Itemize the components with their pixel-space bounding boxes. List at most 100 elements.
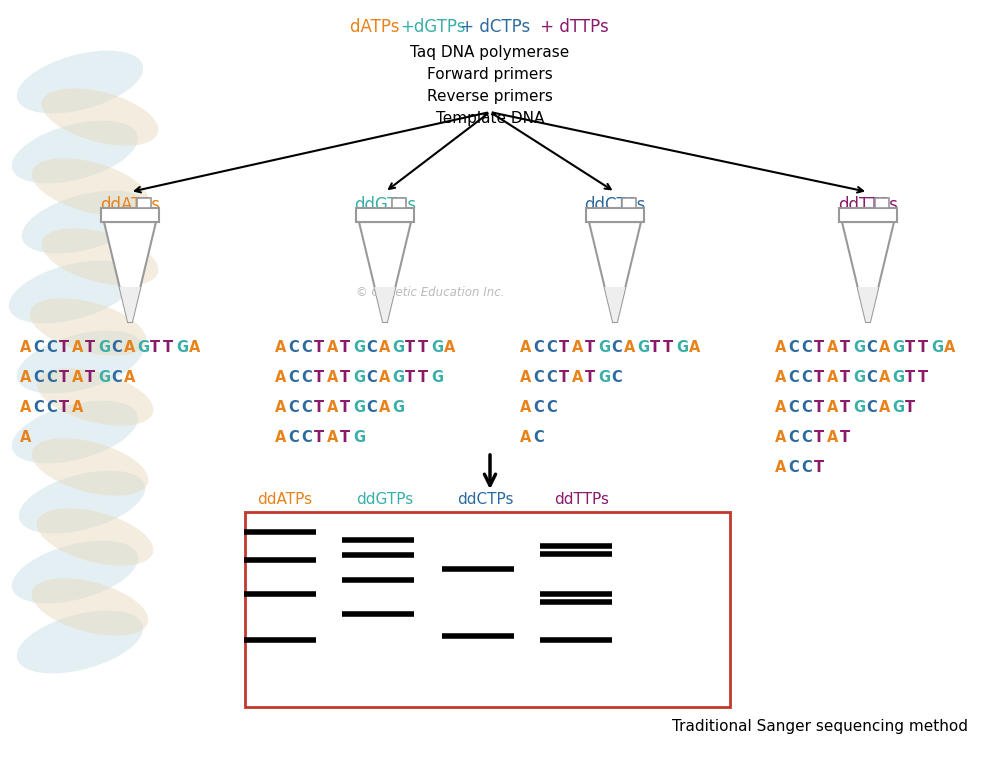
Text: T: T: [585, 370, 595, 385]
Text: A: A: [775, 340, 786, 354]
Text: A: A: [327, 430, 338, 444]
Text: A: A: [879, 370, 890, 385]
Text: G: G: [892, 399, 904, 415]
Polygon shape: [589, 222, 641, 322]
Text: A: A: [124, 340, 136, 354]
Text: C: C: [366, 340, 377, 354]
Text: ddTTPs: ddTTPs: [838, 196, 898, 214]
Text: C: C: [866, 370, 877, 385]
Text: A: A: [689, 340, 701, 354]
Text: Forward primers: Forward primers: [427, 66, 553, 82]
Text: A: A: [520, 370, 531, 385]
Text: T: T: [314, 370, 324, 385]
Text: G: G: [392, 399, 404, 415]
Polygon shape: [120, 287, 141, 322]
Text: T: T: [314, 340, 324, 354]
Text: ddGTPs: ddGTPs: [354, 196, 416, 214]
Text: T: T: [314, 399, 324, 415]
Text: C: C: [801, 430, 811, 444]
Text: A: A: [275, 340, 286, 354]
Text: A: A: [275, 399, 286, 415]
Text: G: G: [892, 340, 904, 354]
Text: G: G: [353, 340, 365, 354]
Text: G: G: [98, 340, 110, 354]
Text: A: A: [379, 370, 390, 385]
Text: A: A: [775, 430, 786, 444]
Text: A: A: [379, 399, 390, 415]
Polygon shape: [359, 222, 411, 322]
Text: G: G: [353, 370, 365, 385]
Text: dATPs: dATPs: [350, 18, 405, 36]
Text: T: T: [340, 430, 350, 444]
Text: A: A: [827, 399, 838, 415]
Text: C: C: [111, 340, 122, 354]
Text: ddATPs: ddATPs: [100, 196, 160, 214]
Text: C: C: [33, 399, 44, 415]
Ellipse shape: [12, 401, 138, 463]
Text: A: A: [327, 370, 338, 385]
Text: C: C: [801, 370, 811, 385]
Text: T: T: [840, 399, 850, 415]
Text: T: T: [840, 430, 850, 444]
Text: G: G: [137, 340, 149, 354]
Text: G: G: [931, 340, 943, 354]
Ellipse shape: [32, 578, 149, 636]
Text: C: C: [46, 370, 57, 385]
Text: A: A: [572, 370, 584, 385]
Text: Traditional Sanger sequencing method: Traditional Sanger sequencing method: [672, 719, 968, 735]
Text: T: T: [663, 340, 673, 354]
Text: C: C: [801, 459, 811, 475]
Text: A: A: [444, 340, 455, 354]
Polygon shape: [104, 222, 156, 322]
Polygon shape: [839, 208, 897, 222]
Text: T: T: [418, 370, 428, 385]
Text: T: T: [405, 370, 415, 385]
Text: T: T: [905, 340, 915, 354]
Text: C: C: [33, 340, 44, 354]
Text: C: C: [288, 340, 298, 354]
Text: A: A: [72, 399, 84, 415]
Ellipse shape: [17, 331, 143, 393]
Text: C: C: [46, 399, 57, 415]
Text: G: G: [353, 430, 365, 444]
Polygon shape: [392, 198, 406, 208]
Text: A: A: [624, 340, 636, 354]
Text: A: A: [827, 340, 838, 354]
Text: T: T: [559, 340, 569, 354]
Text: Reverse primers: Reverse primers: [427, 88, 553, 104]
Text: C: C: [788, 370, 798, 385]
Text: C: C: [866, 340, 877, 354]
Text: A: A: [72, 370, 84, 385]
Text: A: A: [20, 370, 31, 385]
Ellipse shape: [12, 120, 138, 184]
Text: C: C: [611, 340, 622, 354]
Text: T: T: [418, 340, 428, 354]
Text: C: C: [801, 399, 811, 415]
Text: A: A: [827, 370, 838, 385]
Text: C: C: [801, 340, 811, 354]
Text: G: G: [598, 340, 610, 354]
Text: ddTTPs: ddTTPs: [555, 491, 610, 507]
Text: A: A: [775, 399, 786, 415]
Ellipse shape: [42, 229, 159, 286]
Text: G: G: [637, 340, 649, 354]
Polygon shape: [586, 208, 644, 222]
Polygon shape: [138, 198, 152, 208]
Text: T: T: [814, 340, 824, 354]
Text: G: G: [353, 399, 365, 415]
Text: T: T: [585, 340, 595, 354]
Text: G: G: [392, 340, 404, 354]
Ellipse shape: [19, 471, 145, 533]
Text: T: T: [905, 370, 915, 385]
Text: C: C: [301, 340, 311, 354]
Text: A: A: [20, 340, 31, 354]
Text: T: T: [340, 340, 350, 354]
Text: C: C: [866, 399, 877, 415]
Text: T: T: [314, 430, 324, 444]
Polygon shape: [623, 198, 637, 208]
Text: + dCTPs: + dCTPs: [455, 18, 530, 36]
Bar: [245, 512, 730, 707]
Ellipse shape: [22, 190, 148, 254]
Text: G: G: [892, 370, 904, 385]
Ellipse shape: [37, 508, 154, 565]
